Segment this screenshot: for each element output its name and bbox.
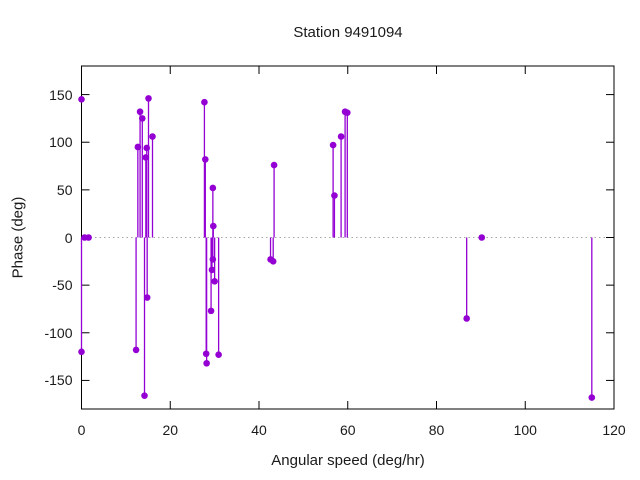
data-point: [136, 108, 144, 116]
data-point: [143, 144, 151, 152]
x-tick-label: 120: [602, 422, 626, 438]
data-point: [78, 96, 85, 103]
y-tick-label: -150: [44, 372, 73, 389]
y-tick-label: 0: [64, 229, 73, 246]
data-point: [141, 392, 148, 399]
data-point: [132, 346, 140, 354]
data-point: [142, 154, 150, 161]
data-point: [337, 133, 345, 140]
data-point: [211, 278, 218, 285]
data-point: [207, 307, 215, 315]
chart-title: Station 9491094: [293, 24, 403, 41]
y-tick-label: -50: [52, 277, 73, 294]
data-point: [209, 256, 217, 263]
data-point: [202, 350, 210, 358]
data-point: [138, 115, 146, 122]
data-point: [463, 315, 470, 322]
data-point: [201, 98, 208, 106]
data-point: [145, 95, 152, 102]
data-point: [331, 192, 338, 199]
data-point: [209, 222, 217, 230]
x-tick-label: 60: [339, 422, 356, 438]
data-point: [203, 359, 210, 367]
data-point: [149, 133, 156, 140]
data-point: [209, 184, 217, 192]
x-tick-label: 100: [513, 422, 537, 438]
data-point: [329, 141, 337, 149]
y-tick-label: 50: [56, 181, 73, 198]
x-tick-label: 40: [251, 422, 267, 438]
data-point: [215, 351, 222, 358]
data-point: [85, 234, 92, 241]
x-tick-label: 80: [428, 422, 445, 438]
data-point: [269, 258, 277, 265]
data-point: [202, 156, 209, 163]
data-point: [143, 294, 151, 301]
data-point: [478, 234, 486, 241]
data-point: [134, 143, 142, 151]
y-axis-label: Phase (deg): [9, 196, 27, 279]
x-axis-label: Angular speed (deg/hr): [271, 452, 425, 469]
x-tick-label: 20: [162, 422, 179, 438]
y-tick-label: 100: [49, 134, 73, 151]
data-point: [78, 348, 85, 356]
y-tick-label: 150: [49, 86, 73, 103]
data-point: [588, 394, 596, 401]
x-tick-label: 0: [77, 422, 86, 438]
y-tick-label: -100: [44, 324, 73, 341]
data-point: [270, 161, 278, 169]
data-point: [208, 266, 216, 274]
data-point: [344, 109, 351, 116]
